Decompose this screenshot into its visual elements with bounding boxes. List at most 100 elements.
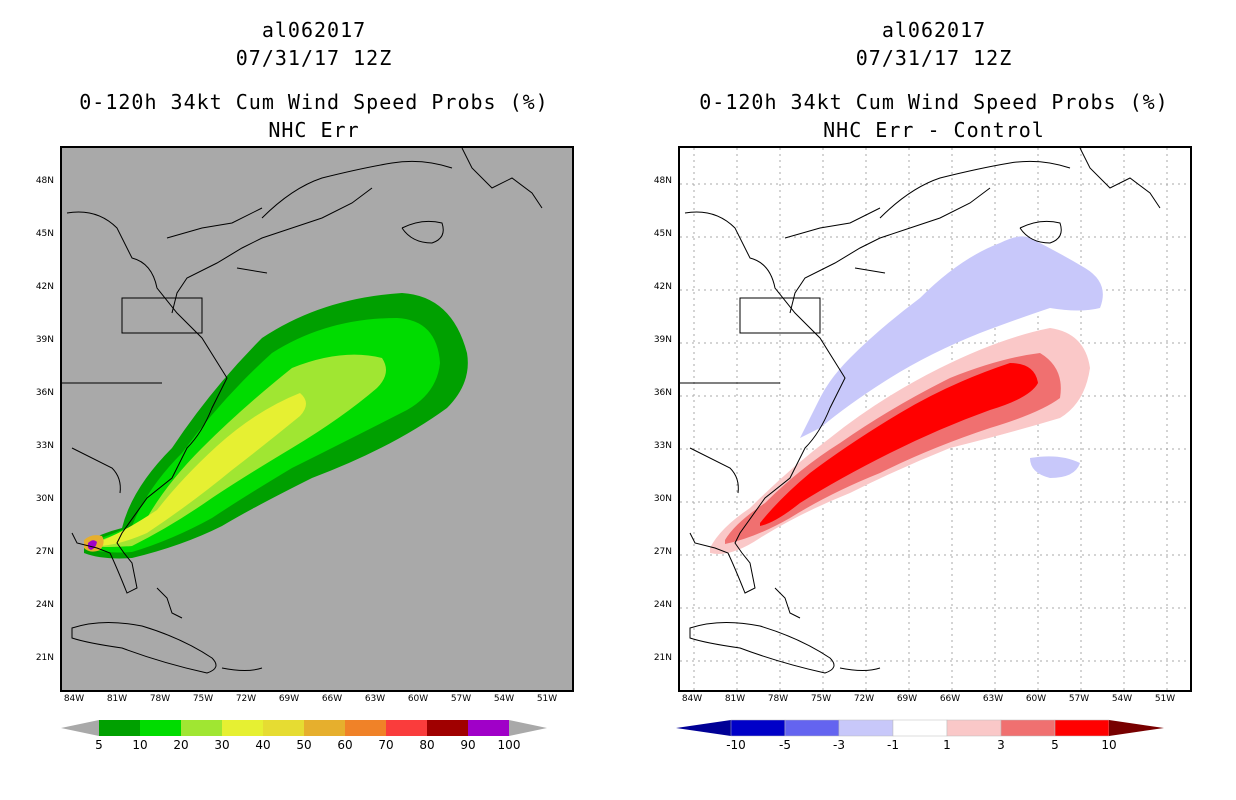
probability-contours (84, 293, 468, 559)
colorbar-label: 70 (378, 738, 394, 752)
colorbar-label: 10 (1101, 738, 1117, 752)
lat-label: 42N (35, 282, 54, 292)
probability-map-svg (62, 148, 543, 674)
lat-label: 24N (35, 600, 54, 610)
lat-label: 33N (35, 441, 54, 451)
product-title: 0-120h 34kt Cum Wind Speed Probs (%) (79, 90, 549, 114)
lat-label: 30N (653, 494, 672, 504)
lat-label: 27N (35, 547, 54, 557)
right-colorbar (676, 719, 1164, 737)
lat-label: 42N (653, 282, 672, 292)
colorbar-swatch (181, 720, 222, 736)
lon-label: 63W (982, 694, 1004, 704)
colorbar-label: 40 (255, 738, 271, 752)
datetime: 07/31/17 12Z (855, 46, 1013, 70)
storm-id: al062017 (261, 18, 367, 42)
lon-label: 78W (149, 694, 171, 704)
colorbar-label: 90 (460, 738, 476, 752)
colorbar-high-arrow (509, 720, 547, 736)
lon-label: 72W (853, 694, 875, 704)
colorbar-label: -10 (726, 738, 746, 752)
lon-label: 66W (939, 694, 961, 704)
right-title-block: al062017 07/31/17 12Z 0-120h 34kt Cum Wi… (678, 16, 1190, 144)
lat-label: 21N (653, 653, 672, 663)
storm-id: al062017 (881, 18, 987, 42)
colorbar-label: -5 (779, 738, 791, 752)
colorbar-swatch (730, 719, 786, 737)
lat-label: 24N (653, 600, 672, 610)
difference-contours (710, 236, 1103, 554)
prob-contour-90 (87, 540, 97, 550)
colorbar-label: 100 (497, 738, 521, 752)
colorbar-low-arrow (61, 720, 99, 736)
diff-contour-neg1-ocean (1030, 456, 1080, 478)
diff-contour-pos5 (760, 363, 1038, 526)
lon-label: 60W (407, 694, 429, 704)
colorbar-swatch (222, 720, 263, 736)
colorbar-swatch (263, 720, 304, 736)
colorbar-swatch (140, 720, 181, 736)
colorbar-swatch (838, 719, 894, 737)
lon-label: 84W (63, 694, 85, 704)
colorbar-label: -3 (833, 738, 845, 752)
datetime: 07/31/17 12Z (235, 46, 393, 70)
lon-label: 75W (192, 694, 214, 704)
colorbar-swatch (386, 720, 427, 736)
colorbar-label: 30 (214, 738, 230, 752)
colorbar-label: 50 (296, 738, 312, 752)
lat-label: 45N (35, 229, 54, 239)
lon-label: 72W (235, 694, 257, 704)
left-title-block: al062017 07/31/17 12Z 0-120h 34kt Cum Wi… (58, 16, 570, 144)
colorbar-swatch (784, 719, 840, 737)
lon-label: 69W (278, 694, 300, 704)
lon-label: 84W (681, 694, 703, 704)
product-title: 0-120h 34kt Cum Wind Speed Probs (%) (699, 90, 1169, 114)
colorbar-low-arrow (676, 720, 731, 736)
colorbar-label: 3 (997, 738, 1005, 752)
lon-label: 57W (450, 694, 472, 704)
colorbar-label: 5 (1051, 738, 1059, 752)
lat-label: 48N (35, 176, 54, 186)
colorbar-swatch (468, 720, 509, 736)
lat-label: 27N (653, 547, 672, 557)
product-subtitle: NHC Err (268, 118, 360, 142)
colorbar-swatch (892, 719, 948, 737)
lat-label: 36N (653, 388, 672, 398)
colorbar-high-arrow (1109, 720, 1164, 736)
colorbar-swatch (946, 719, 1002, 737)
product-subtitle: NHC Err - Control (823, 118, 1045, 142)
lat-label: 36N (35, 388, 54, 398)
lon-label: 60W (1025, 694, 1047, 704)
lon-label: 51W (1154, 694, 1176, 704)
colorbar-label: 10 (132, 738, 148, 752)
coastlines (680, 148, 1161, 674)
lon-label: 63W (364, 694, 386, 704)
lat-label: 48N (653, 176, 672, 186)
colorbar-label: 60 (337, 738, 353, 752)
lon-label: 57W (1068, 694, 1090, 704)
colorbar-swatch (427, 720, 468, 736)
lon-label: 75W (810, 694, 832, 704)
colorbar-swatch (1000, 719, 1056, 737)
lon-label: 54W (493, 694, 515, 704)
lon-label: 81W (106, 694, 128, 704)
diff-contour-neg1 (800, 236, 1103, 438)
colorbar-swatch (1054, 719, 1110, 737)
lon-label: 66W (321, 694, 343, 704)
lon-label: 78W (767, 694, 789, 704)
lon-label: 69W (896, 694, 918, 704)
prob-contour-30 (97, 393, 306, 546)
colorbar-swatch (304, 720, 345, 736)
lon-label: 51W (536, 694, 558, 704)
colorbar-label: 20 (173, 738, 189, 752)
lat-label: 45N (653, 229, 672, 239)
lat-label: 39N (35, 335, 54, 345)
colorbar-label: 5 (95, 738, 103, 752)
coastlines (62, 148, 543, 674)
colorbar-label: -1 (887, 738, 899, 752)
lon-label: 81W (724, 694, 746, 704)
colorbar-swatch (345, 720, 386, 736)
lat-label: 30N (35, 494, 54, 504)
lat-label: 33N (653, 441, 672, 451)
colorbar-label: 1 (943, 738, 951, 752)
